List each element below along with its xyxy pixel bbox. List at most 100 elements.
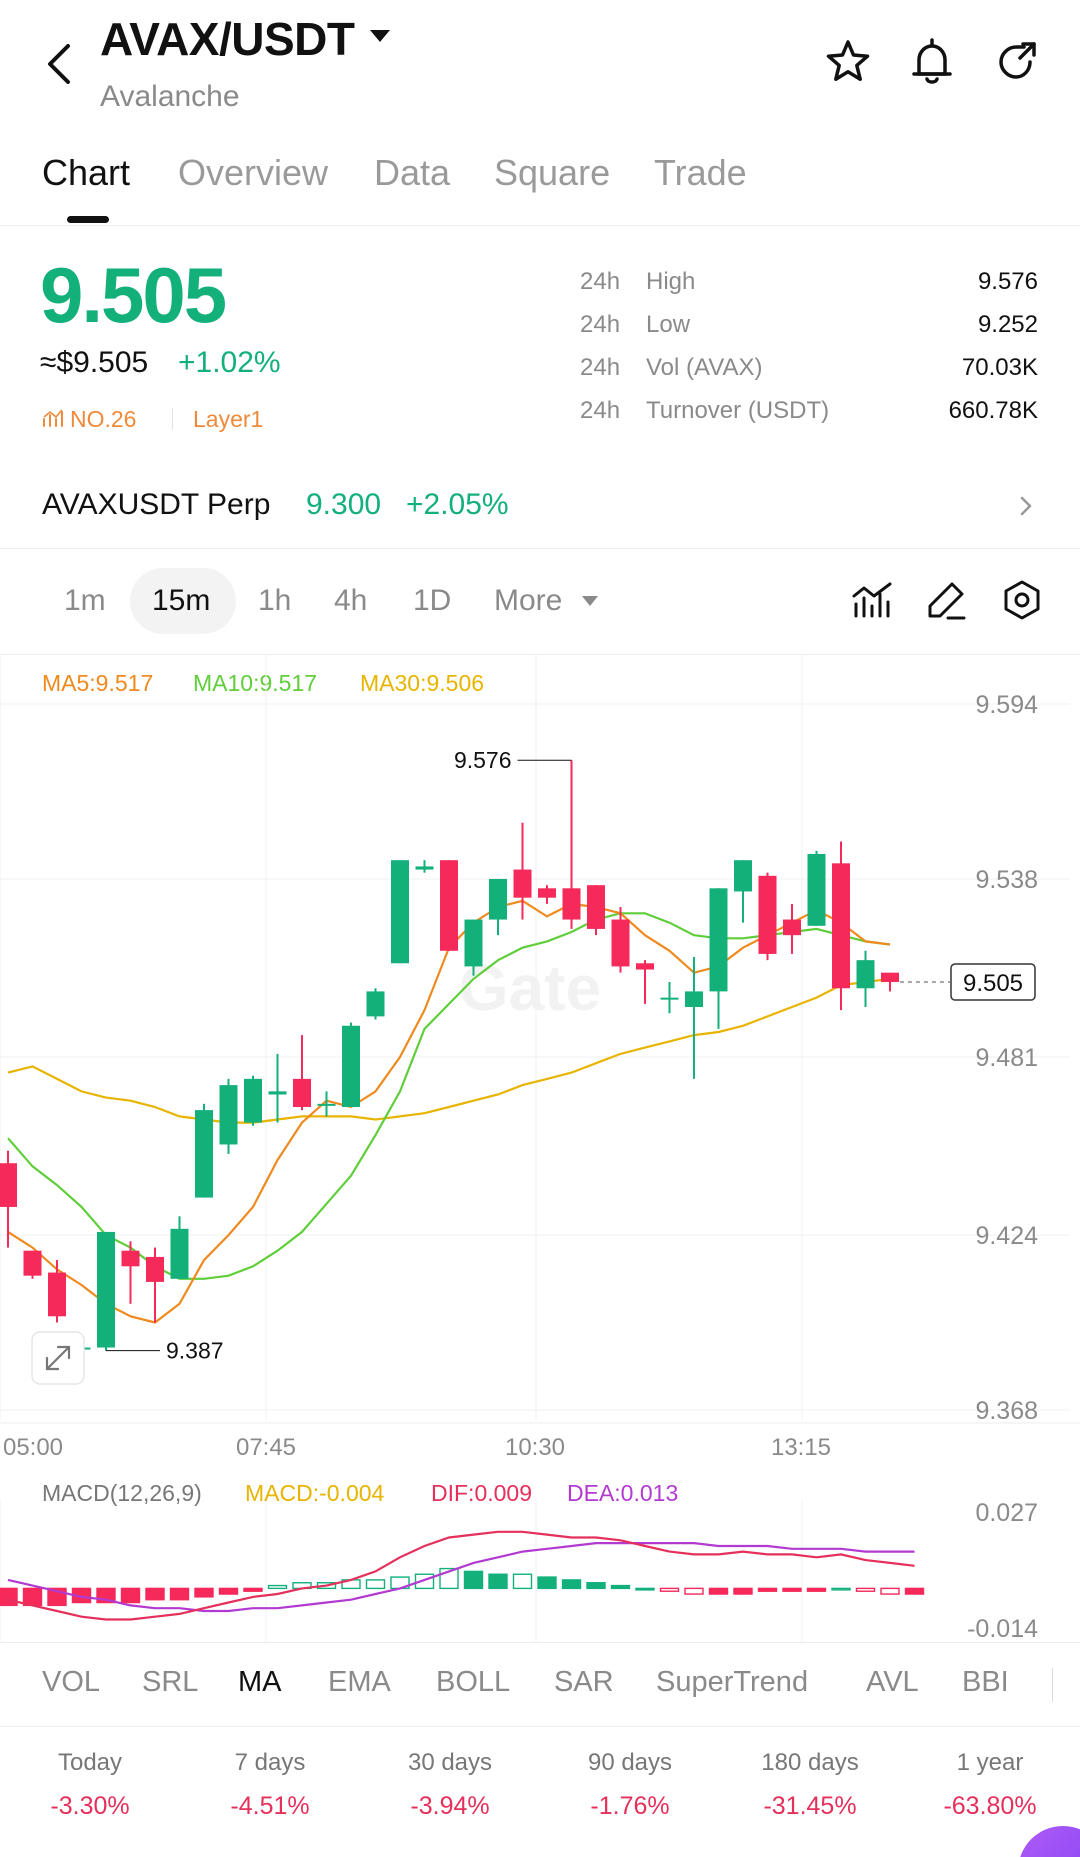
interval-15m[interactable]: 15m — [152, 584, 211, 617]
rank-badge[interactable]: NO.26 — [70, 406, 137, 432]
macd-histogram-bar — [512, 1573, 533, 1590]
candle-body — [513, 869, 532, 898]
indicator-srl[interactable]: SRL — [142, 1666, 199, 1698]
perp-price: 9.300 — [306, 488, 382, 521]
watermark-logo: Gate — [459, 952, 601, 1024]
stat-period: 24h — [580, 354, 621, 381]
macd-histogram-bar — [659, 1587, 680, 1592]
candle-body — [734, 860, 752, 892]
candle-body — [0, 1163, 17, 1207]
interval-1d[interactable]: 1D — [413, 584, 452, 617]
indicator-supertrend[interactable]: SuperTrend — [656, 1666, 809, 1698]
return-value: -1.76% — [590, 1792, 670, 1820]
macd-histogram-bar — [0, 1587, 18, 1607]
candle-body — [709, 888, 728, 992]
x-axis-tick: 13:15 — [771, 1434, 831, 1461]
floating-assistant-button[interactable] — [1018, 1826, 1080, 1857]
stat-value-turnover: 660.78K — [948, 397, 1038, 424]
settings-icon[interactable] — [1000, 578, 1044, 622]
interval-1m[interactable]: 1m — [64, 584, 106, 617]
y-axis-tick: 9.538 — [975, 866, 1038, 894]
dif-line — [7, 1530, 915, 1621]
candle-body — [611, 919, 630, 967]
indicator-boll[interactable]: BOLL — [436, 1666, 511, 1698]
macd-title: MACD(12,26,9) — [42, 1480, 202, 1506]
pair-title[interactable]: AVAX/USDT — [100, 13, 355, 65]
draw-pen-icon[interactable] — [924, 578, 968, 622]
macd-axis-tick: -0.014 — [967, 1615, 1038, 1643]
ma10-legend: MA10:9.517 — [193, 670, 318, 696]
macd-histogram-bar — [218, 1587, 239, 1595]
interval-1h[interactable]: 1h — [258, 584, 292, 617]
interval-more[interactable]: More — [494, 584, 563, 617]
x-axis-tick: 07:45 — [236, 1434, 296, 1461]
return-period: 180 days — [761, 1749, 859, 1776]
indicator-avl[interactable]: AVL — [866, 1666, 919, 1698]
stat-label-turnover: Turnover (USDT) — [646, 397, 830, 424]
y-axis-tick: 9.368 — [975, 1397, 1038, 1425]
indicator-vol[interactable]: VOL — [42, 1666, 101, 1698]
stat-label-low: Low — [646, 311, 691, 338]
star-icon[interactable] — [822, 36, 874, 88]
indicator-chart-icon[interactable] — [850, 578, 894, 622]
candle-body — [268, 1091, 287, 1095]
candle-body — [219, 1085, 238, 1145]
macd-histogram-bar — [782, 1587, 802, 1592]
macd-histogram-bar — [904, 1587, 925, 1595]
last-price: 9.505 — [40, 251, 227, 339]
bell-icon[interactable] — [906, 36, 958, 88]
macd-histogram-bar — [610, 1584, 631, 1590]
return-value: -3.94% — [410, 1792, 490, 1820]
macd-histogram-bar — [194, 1587, 214, 1598]
pair-dropdown-icon[interactable] — [370, 30, 390, 42]
chevron-right-icon[interactable] — [1016, 494, 1036, 518]
coin-name: Avalanche — [100, 80, 240, 113]
perp-name[interactable]: AVAXUSDT Perp — [42, 488, 271, 521]
macd-histogram-bar — [267, 1584, 288, 1590]
indicator-ma[interactable]: MA — [238, 1666, 282, 1698]
candle-body — [636, 963, 654, 970]
candle-body — [881, 972, 899, 983]
back-arrow-icon[interactable] — [40, 40, 80, 88]
macd-histogram-bar — [365, 1579, 386, 1590]
tab-data[interactable]: Data — [374, 152, 451, 193]
tab-chart[interactable]: Chart — [42, 152, 131, 193]
tab-overview[interactable]: Overview — [178, 152, 329, 193]
return-period: 90 days — [587, 1749, 673, 1776]
candlestick-chart[interactable]: 9.594 9.538 9.481 9.424 9.368 05:00 07:45 10:30… — [0, 655, 1080, 1655]
stat-value-vol: 70.03K — [961, 354, 1038, 381]
refresh-icon[interactable] — [990, 36, 1042, 88]
tab-square[interactable]: Square — [494, 152, 611, 193]
category-badge[interactable]: Layer1 — [193, 406, 264, 432]
indicator-ema[interactable]: EMA — [328, 1666, 391, 1698]
indicator-divider-bottom — [0, 1726, 1080, 1727]
interval-4h[interactable]: 4h — [334, 584, 368, 617]
stat-period: 24h — [580, 268, 621, 295]
stat-period: 24h — [580, 311, 621, 338]
current-price-box — [950, 963, 1036, 1001]
ma30-line — [7, 977, 891, 1124]
macd-histogram-bar — [684, 1587, 704, 1595]
candle-body — [415, 866, 434, 870]
indicator-sar[interactable]: SAR — [554, 1666, 614, 1698]
return-value: -31.45% — [763, 1792, 857, 1820]
more-dropdown-icon[interactable] — [582, 596, 598, 606]
candle-body — [660, 997, 679, 1000]
candle-body — [366, 991, 385, 1017]
macd-value: MACD:-0.004 — [245, 1480, 385, 1506]
indicator-bbi[interactable]: BBI — [962, 1666, 1009, 1698]
perp-change: +2.05% — [406, 488, 509, 521]
tab-trade[interactable]: Trade — [654, 152, 747, 193]
candle-body — [538, 888, 556, 898]
candle-body — [587, 885, 605, 929]
macd-histogram-bar — [733, 1587, 753, 1595]
candle-body — [293, 1078, 311, 1107]
y-axis-tick: 9.481 — [975, 1044, 1038, 1072]
macd-axis-tick: 0.027 — [975, 1499, 1038, 1527]
return-period: 30 days — [407, 1749, 493, 1776]
stat-period: 24h — [580, 397, 621, 424]
candle-body — [23, 1250, 42, 1276]
candle-body — [562, 888, 581, 920]
macd-histogram-bar — [831, 1587, 851, 1591]
macd-histogram-bar — [145, 1587, 165, 1601]
